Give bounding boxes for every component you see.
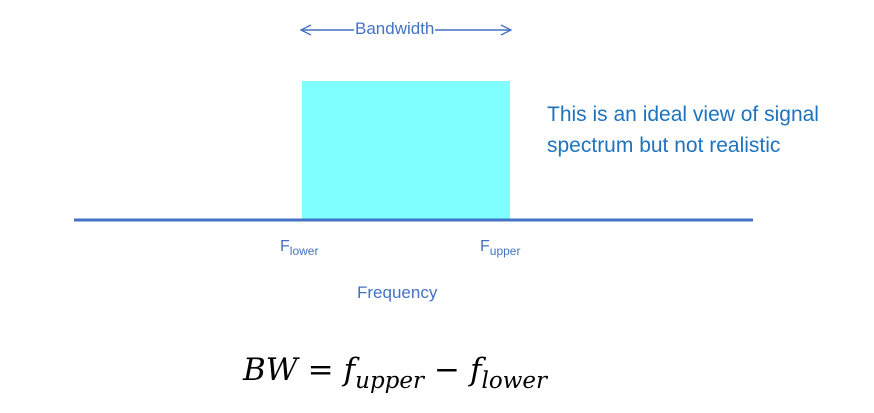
f-lower-base: F — [280, 238, 290, 255]
f-upper-base: F — [480, 238, 490, 255]
bandwidth-label: Bandwidth — [354, 19, 436, 39]
formula-lhs: BW — [243, 352, 298, 388]
bandwidth-formula: BW = fupper − flower — [243, 352, 547, 394]
formula-f-lower: f — [469, 352, 482, 388]
f-upper-label: Fupper — [480, 238, 520, 258]
spectrum-note-line-1: This is an ideal view of signal — [547, 103, 819, 126]
formula-f-upper-subscript: upper — [355, 368, 424, 394]
spectrum-note: This is an ideal view of signal spectrum… — [547, 99, 819, 161]
ideal-spectrum-band — [302, 81, 510, 220]
frequency-axis-label: Frequency — [357, 283, 438, 302]
f-lower-label: Flower — [280, 238, 318, 258]
f-lower-subscript: lower — [289, 244, 319, 258]
formula-equals: = — [307, 352, 334, 388]
formula-minus: − — [434, 352, 460, 388]
spectrum-note-line-2: spectrum but not realistic — [547, 134, 781, 157]
formula-f-lower-subscript: lower — [481, 368, 547, 394]
f-upper-subscript: upper — [489, 244, 521, 258]
formula-f-upper: f — [343, 352, 356, 388]
